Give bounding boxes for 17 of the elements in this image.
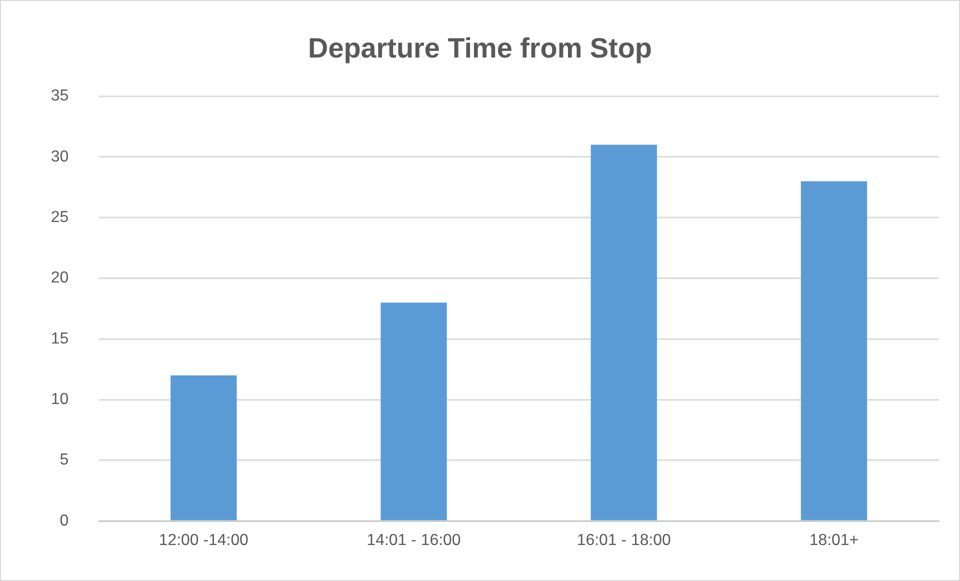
chart-title: Departure Time from Stop: [308, 32, 652, 64]
y-tick-label: 25: [50, 209, 69, 226]
x-tick-label: 12:00 -14:00: [158, 532, 249, 549]
y-tick-label: 10: [50, 391, 69, 408]
y-tick-label: 15: [50, 330, 69, 348]
x-tick-label: 16:01 - 18:00: [576, 532, 671, 549]
bar: [590, 144, 657, 520]
bar: [380, 302, 447, 520]
bar: [170, 375, 237, 520]
y-tick-label: 20: [50, 270, 69, 287]
y-tick-label: 0: [60, 512, 69, 530]
bar: [800, 181, 868, 520]
y-tick-label: 5: [60, 452, 69, 469]
x-tick-label: 18:01+: [809, 532, 859, 549]
y-tick-label: 30: [50, 148, 69, 166]
y-tick-label: 35: [50, 88, 69, 105]
x-tick-label: 14:01 - 16:00: [366, 532, 461, 549]
